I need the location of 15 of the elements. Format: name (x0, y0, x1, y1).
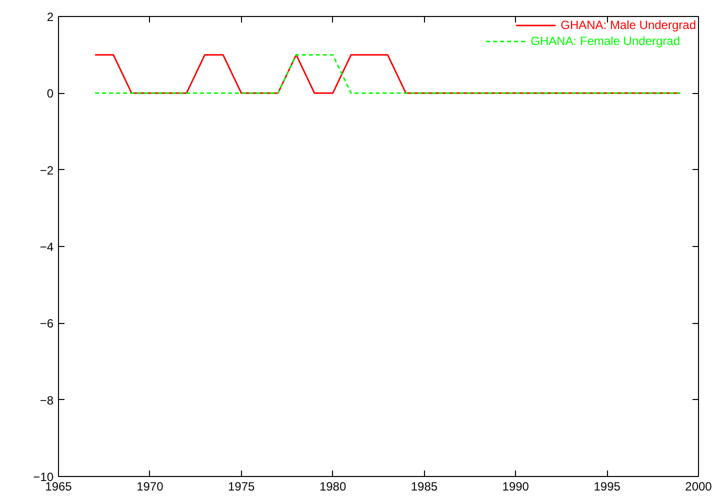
x-tick-label: 1980 (319, 480, 346, 494)
legend-label: GHANA: Male Undergrad (560, 18, 696, 32)
x-tick-label: 1975 (228, 480, 256, 494)
x-tick-label: 1990 (502, 480, 530, 494)
x-tick-label: 1970 (136, 480, 164, 494)
x-tick-label: 1995 (594, 480, 621, 494)
y-tick-label: 0 (46, 86, 54, 101)
x-tick-label: 1985 (410, 480, 438, 494)
y-tick-label: 2 (46, 10, 54, 24)
legend-label: GHANA: Female Undergrad (530, 34, 680, 48)
x-tick-label: 2000 (685, 480, 712, 494)
y-tick-label: −6 (40, 316, 54, 331)
y-tick-label: −8 (40, 393, 54, 408)
y-tick-label: −4 (40, 240, 54, 254)
y-tick-label: −2 (40, 163, 54, 178)
